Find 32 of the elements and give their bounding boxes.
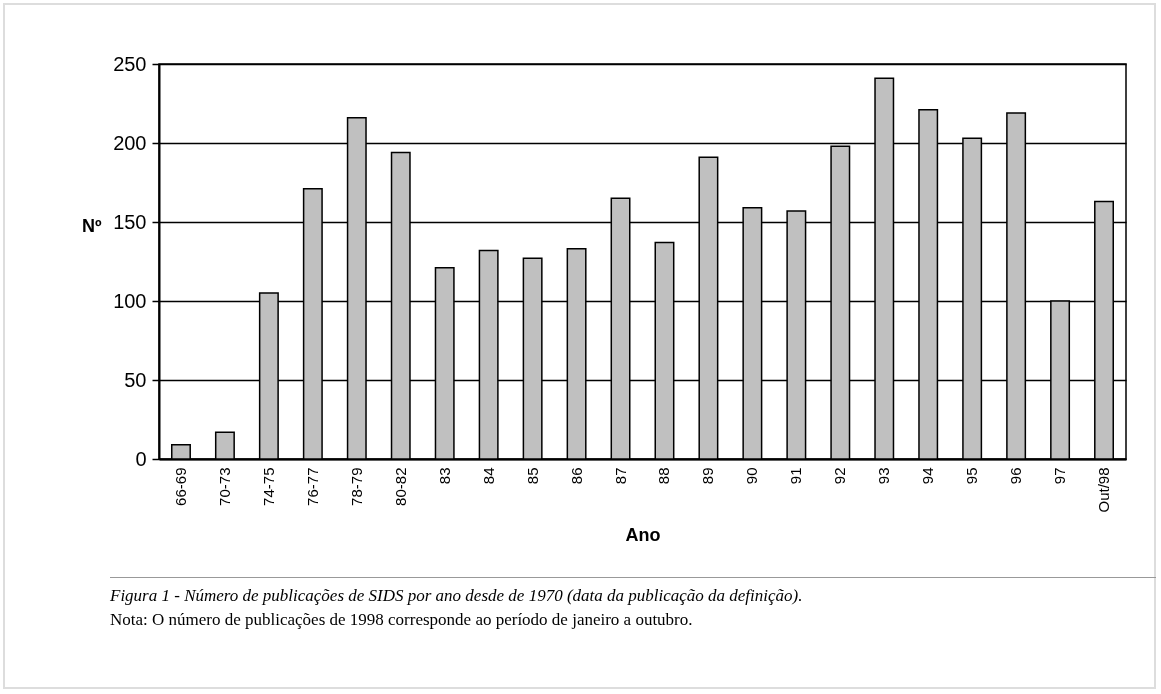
x-tick-label: 97: [1051, 467, 1069, 485]
x-tick-label: 74-75: [259, 467, 277, 506]
x-tick-label: 88: [655, 467, 673, 485]
x-tick-label: 84: [479, 467, 497, 485]
x-tick-label: 90: [743, 467, 761, 485]
x-tick-label: 85: [523, 467, 541, 485]
x-tick-label: 94: [919, 467, 937, 485]
x-tick-label: 96: [1007, 467, 1025, 485]
x-tick-label: 93: [875, 467, 893, 485]
y-tick-label: 200: [113, 131, 147, 154]
x-tick-label: 83: [435, 467, 453, 485]
x-tick-label: 92: [831, 467, 849, 485]
y-axis-title: Nº: [81, 215, 102, 236]
y-tick-label: 250: [113, 52, 147, 75]
x-tick-label: 70-73: [215, 467, 233, 506]
x-tick-label: 80-82: [391, 467, 409, 506]
x-tick-label: Out/98: [1095, 467, 1113, 513]
y-tick-label: 50: [124, 368, 147, 391]
x-axis-title: Ano: [625, 524, 661, 545]
x-tick-label: 91: [787, 467, 805, 485]
y-tick-label: 0: [135, 447, 147, 470]
x-tick-label: 76-77: [303, 467, 321, 506]
x-tick-label: 78-79: [347, 467, 365, 506]
x-tick-label: 66-69: [171, 467, 189, 506]
x-tick-label: 95: [963, 467, 981, 485]
y-tick-label: 150: [113, 210, 147, 233]
text: Nota: O número de publicações de 1998 corresponde ao período de janeiro a outubro.: [110, 610, 694, 630]
x-tick-label: 87: [611, 467, 629, 485]
y-tick-label: 100: [113, 289, 147, 312]
x-tick-label: 89: [699, 467, 717, 485]
text: Figura 1 - Número de publicações de SIDS por ano desde de 1970 (data da publicação da definição).: [110, 586, 804, 606]
x-tick-label: 86: [567, 467, 585, 485]
